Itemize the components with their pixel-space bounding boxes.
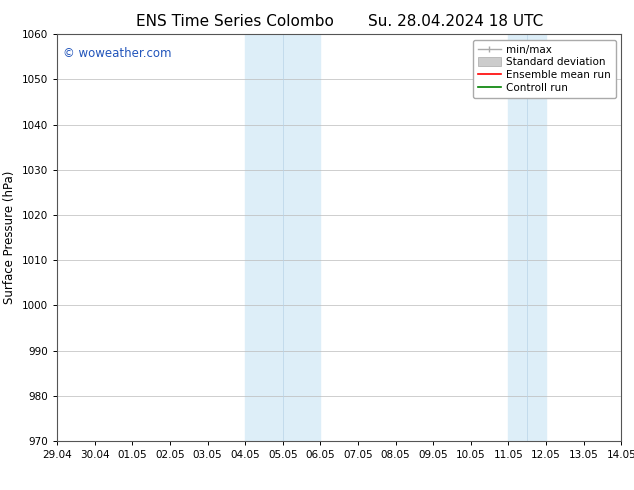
Legend: min/max, Standard deviation, Ensemble mean run, Controll run: min/max, Standard deviation, Ensemble me… (473, 40, 616, 98)
Bar (245, 34, 320, 441)
Bar (508, 34, 546, 441)
Y-axis label: Surface Pressure (hPa): Surface Pressure (hPa) (3, 171, 16, 304)
Text: © woweather.com: © woweather.com (63, 47, 171, 59)
Title: ENS Time Series Colombo       Su. 28.04.2024 18 UTC: ENS Time Series Colombo Su. 28.04.2024 1… (136, 14, 543, 29)
